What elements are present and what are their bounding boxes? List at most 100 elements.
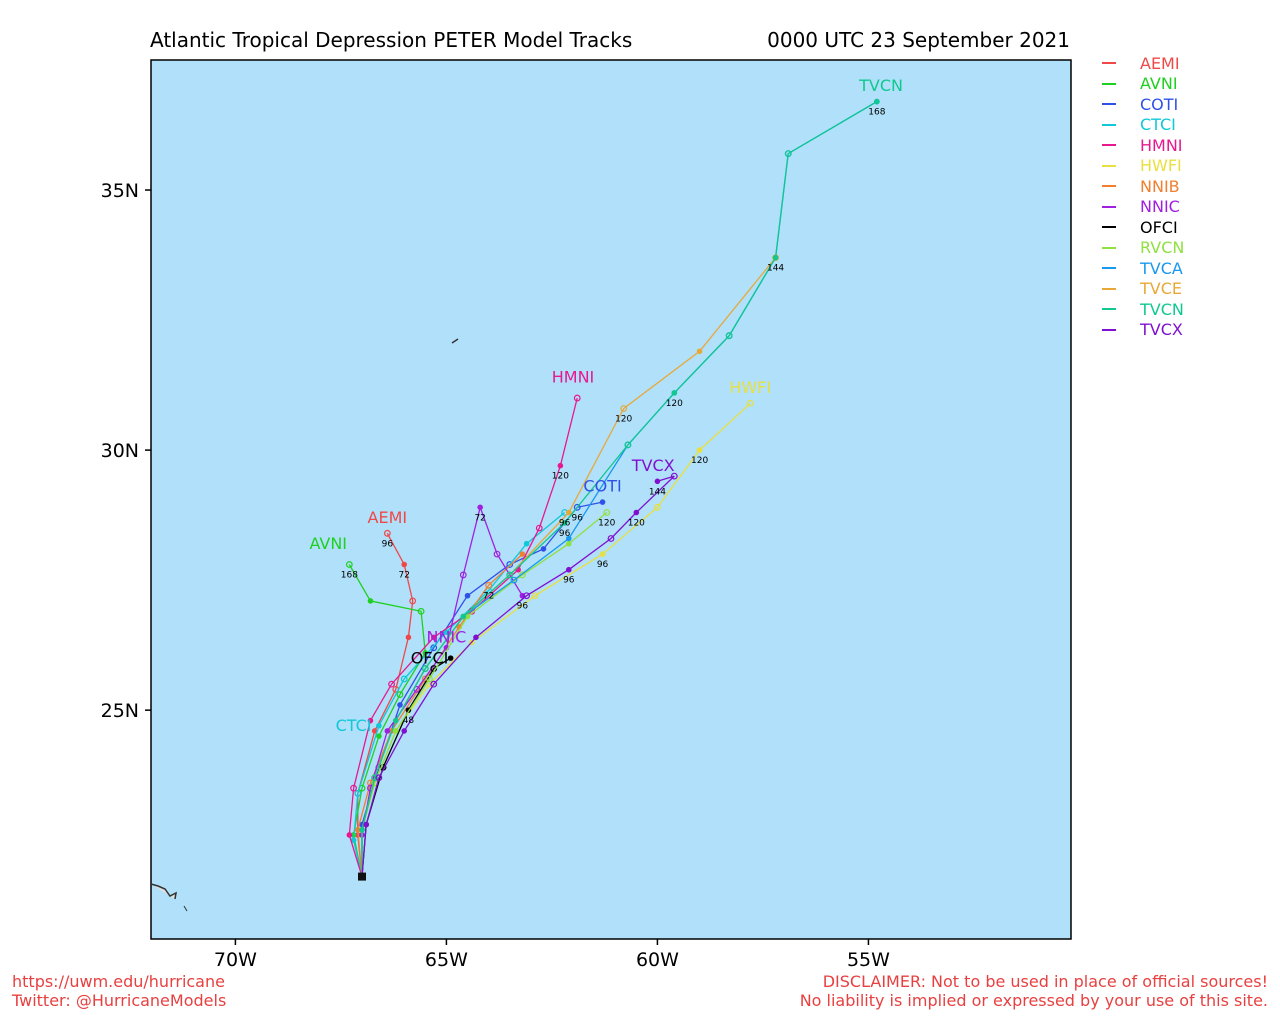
legend-label: NNIB (1140, 176, 1180, 196)
track-point-tvcn (506, 571, 514, 579)
track-point-nnic (493, 550, 501, 558)
track-point-nnib (485, 581, 493, 589)
forecast-hour-label: 96 (572, 513, 584, 523)
footer-url[interactable]: https://uwm.edu/hurricane (12, 972, 225, 991)
track-point-hwfi (531, 592, 539, 600)
legend-item-hwfi: HWFI (1102, 156, 1184, 177)
track-label-coti: COTI (583, 477, 621, 496)
legend-label: TVCN (1140, 299, 1184, 319)
legend-item-aemi: AEMI (1102, 53, 1184, 74)
track-point-coti (540, 546, 547, 552)
x-tick-label: 60W (636, 949, 679, 971)
track-point-aemi (383, 529, 391, 537)
disclaimer-line-2: No liability is implied or expressed by … (799, 991, 1268, 1010)
disclaimer-line-1: DISCLAIMER: Not to be used in place of o… (822, 972, 1268, 991)
track-point-tvcx (401, 728, 408, 734)
track-point-hwfi (599, 551, 606, 557)
legend-swatch (1102, 62, 1116, 65)
track-point-tvcn (725, 332, 733, 340)
track-point-nnic (477, 504, 483, 511)
forecast-hour-label: 120 (552, 472, 569, 482)
track-label-aemi: AEMI (368, 508, 408, 527)
legend-swatch (1102, 185, 1116, 188)
forecast-hour-label: 96 (597, 560, 609, 570)
track-point-tvca (510, 576, 518, 584)
forecast-hour-label: 120 (615, 414, 632, 424)
track-label-hwfi: HWFI (729, 378, 771, 397)
track-point-tvcn (624, 441, 632, 449)
track-point-coti (599, 499, 606, 505)
axis-ticks: 70W 65W 60W 55W 25N 30N 35N (101, 180, 891, 971)
x-tick-label: 70W (214, 949, 257, 971)
forecast-hour-label: 120 (666, 399, 683, 409)
track-point-tvcn (671, 390, 678, 396)
legend-label: AEMI (1140, 53, 1180, 73)
x-tick-label: 55W (847, 949, 890, 971)
track-tvcn (361, 101, 878, 877)
legend-label: HWFI (1140, 156, 1182, 176)
legend-item-tvce: TVCE (1102, 279, 1184, 300)
track-label-nnic: NNIC (426, 628, 466, 647)
footer-twitter: Twitter: @HurricaneModels (12, 991, 227, 1010)
legend-item-nnic: NNIC (1102, 197, 1184, 218)
track-point-tvcn (772, 254, 779, 261)
track-avni (348, 564, 426, 877)
track-point-tvcx (565, 566, 572, 573)
legend-item-rvcn: RVCN (1102, 238, 1184, 259)
legend-swatch (1102, 164, 1116, 167)
track-point-ofci (447, 655, 454, 661)
legend-label: COTI (1140, 94, 1179, 114)
track-point-coti (430, 644, 438, 652)
forecast-hour-label: 120 (628, 519, 645, 529)
legend-item-ctci: CTCI (1102, 115, 1184, 136)
forecast-hour-label: 72 (474, 513, 485, 523)
track-point-rvcn (392, 728, 399, 734)
small-island (183, 905, 188, 912)
legend-label: AVNI (1140, 74, 1178, 94)
track-point-hmni (557, 462, 564, 469)
legend-swatch (1102, 123, 1116, 126)
legend-swatch (1102, 103, 1116, 106)
track-point-rvcn (426, 675, 433, 683)
track-label-ctci: CTCI (336, 716, 372, 735)
legend-item-coti: COTI (1102, 94, 1184, 115)
track-nnib (357, 553, 523, 877)
track-point-tvcn (561, 520, 568, 526)
forecast-hour-label: 96 (563, 576, 575, 586)
track-label-tvcn: TVCN (858, 76, 903, 95)
track-point-tvcx (670, 472, 678, 480)
track-point-hmni (350, 784, 357, 792)
forecast-hour-label: 48 (403, 716, 415, 726)
legend-swatch (1102, 287, 1116, 290)
track-point-hwfi (654, 503, 661, 511)
forecast-hour-label: 168 (868, 108, 885, 118)
legend-item-tvcn: TVCN (1102, 299, 1184, 320)
track-point-avni (396, 691, 404, 698)
x-tick-label: 65W (425, 949, 468, 971)
legend-item-tvcx: TVCX (1102, 320, 1184, 341)
track-tvcx (361, 475, 675, 877)
track-point-avni (345, 561, 353, 568)
track-point-ctci (400, 675, 408, 683)
track-point-tvcn (874, 98, 880, 105)
forecast-hour-label: 120 (598, 519, 615, 529)
track-point-rvcn (518, 571, 526, 579)
track-point-coti (397, 702, 403, 708)
land-features (150, 338, 459, 912)
track-point-ctci (376, 722, 382, 729)
track-point-tvcx (363, 821, 370, 828)
forecast-hour-label: 120 (691, 456, 708, 466)
ocean-area (150, 59, 1072, 940)
tracks-layer (345, 98, 880, 877)
map-datetime: 0000 UTC 23 September 2021 (767, 28, 1070, 52)
y-tick-label: 35N (101, 180, 139, 202)
legend-item-ofci: OFCI (1102, 217, 1184, 238)
legend-swatch (1102, 308, 1116, 311)
legend-item-tvca: TVCA (1102, 258, 1184, 279)
forecast-hour-label: 96 (559, 519, 571, 529)
track-point-avni (367, 598, 374, 604)
track-point-ctci (443, 629, 450, 635)
track-ctci (352, 511, 566, 877)
track-point-tvcx (633, 509, 640, 516)
track-point-aemi (405, 634, 412, 641)
